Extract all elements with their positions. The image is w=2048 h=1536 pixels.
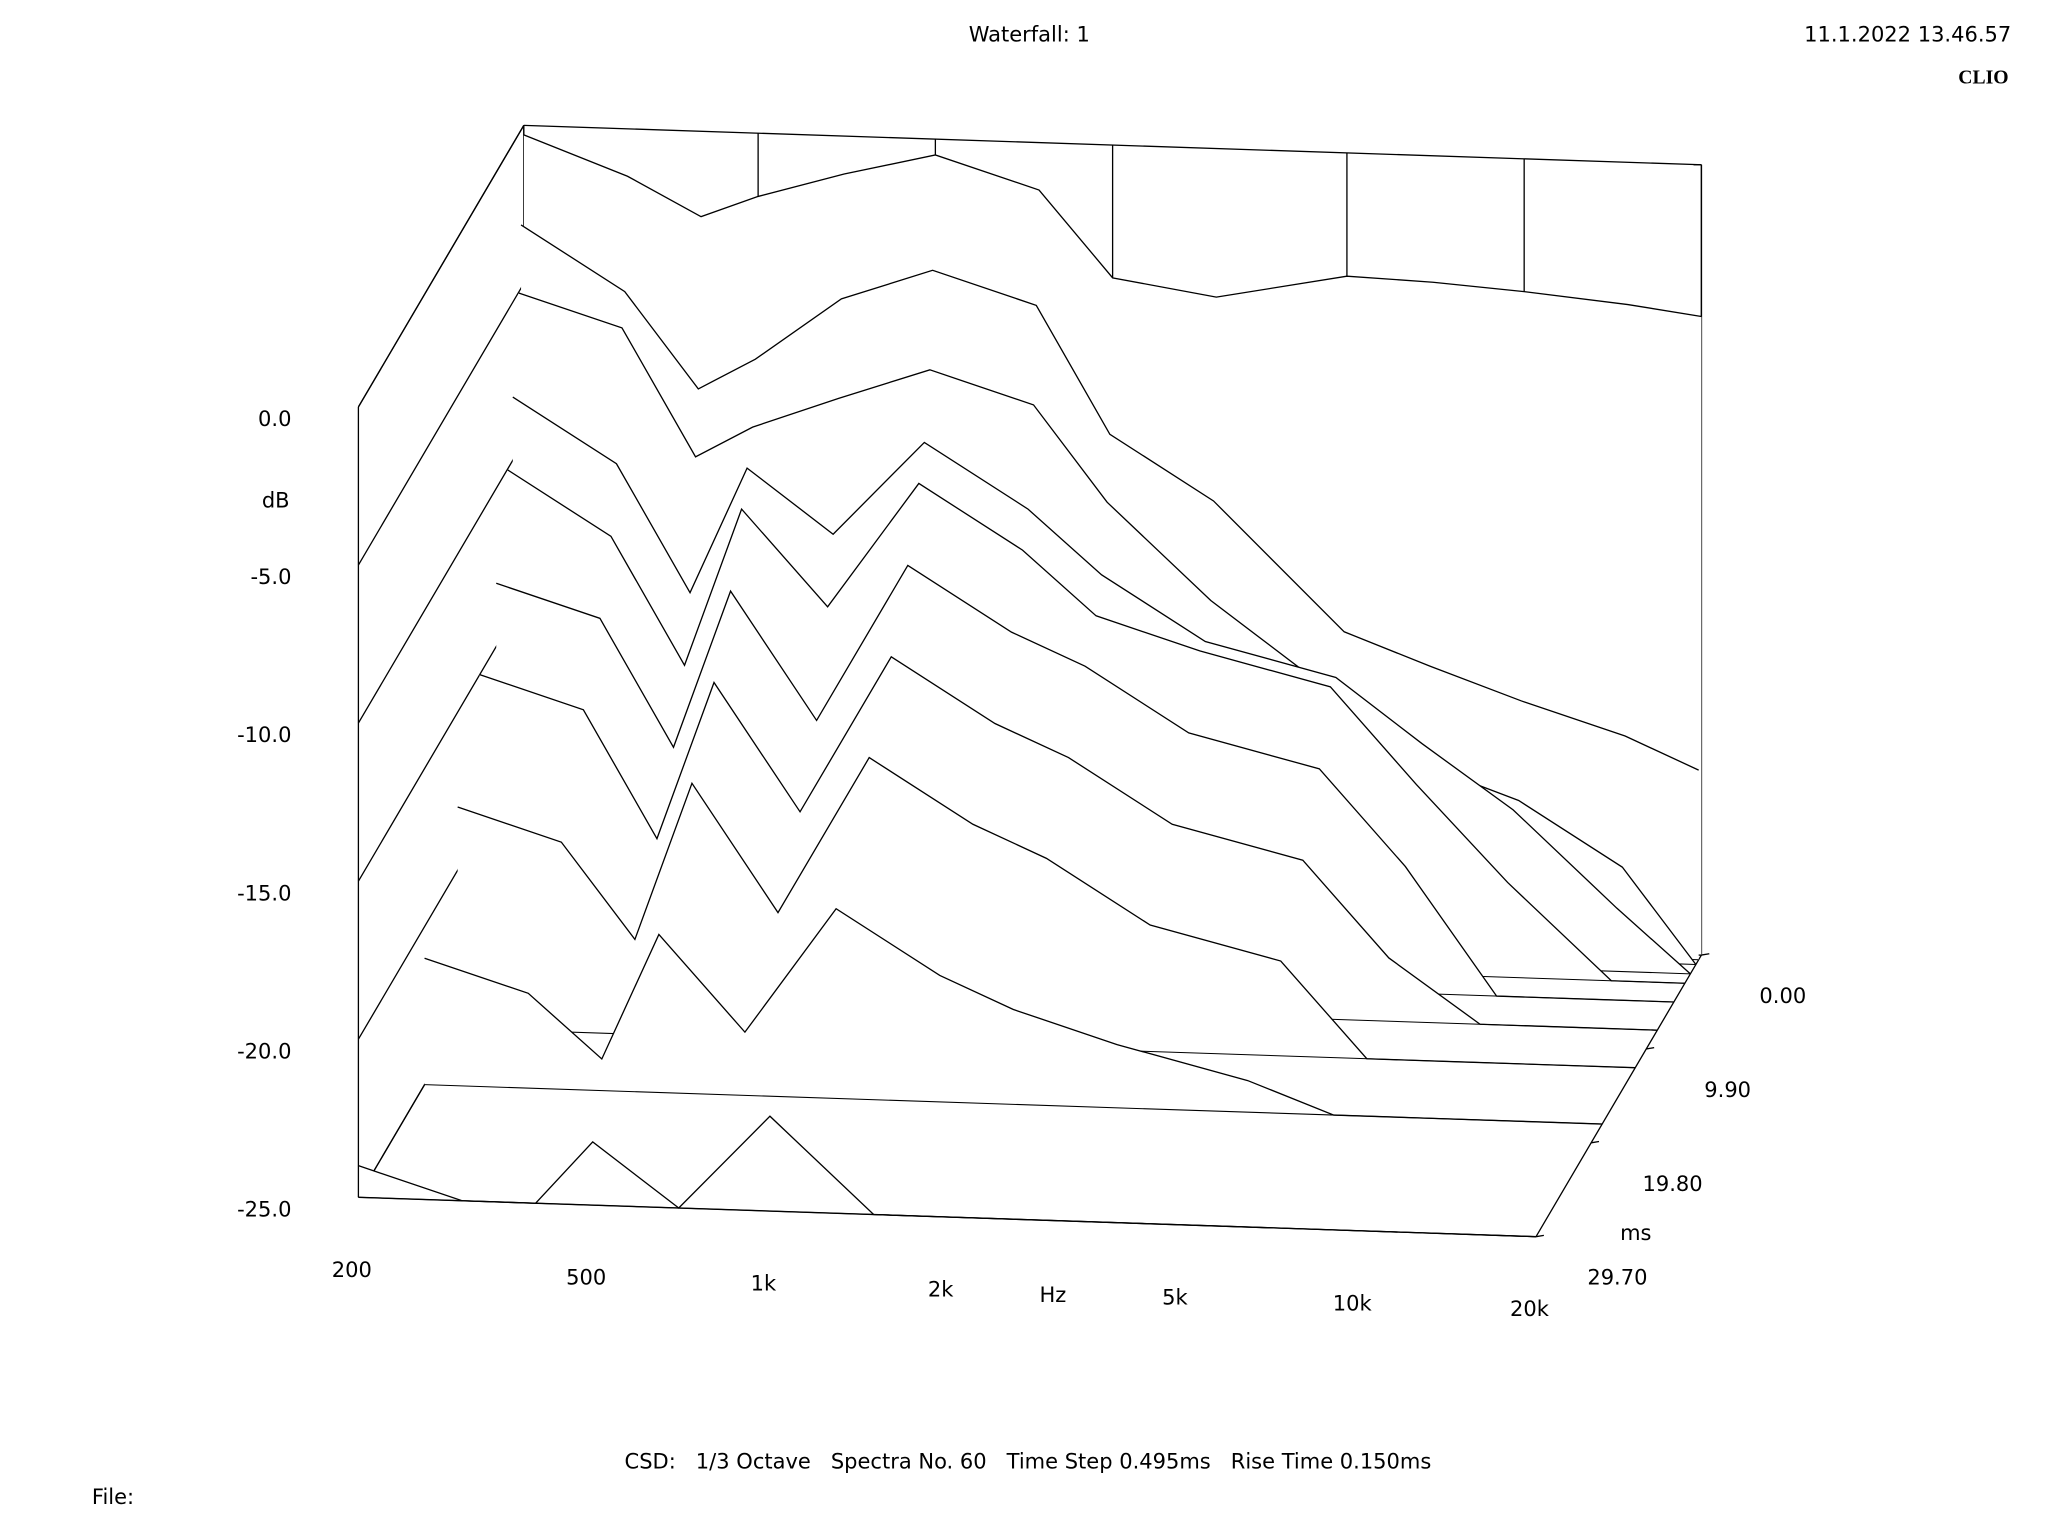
z-tick-label: 0.00 [1759,984,1806,1008]
x-tick-label: 20k [1510,1297,1550,1321]
spectrum-line [523,134,1702,318]
chart-title: Waterfall: 1 [969,22,1090,46]
grid-line [357,125,525,408]
z-axis-label: ms [1620,1221,1651,1245]
y-tick-label: -5.0 [250,565,291,589]
tick-mark [1591,1140,1600,1144]
spectrum-fill [424,908,1603,1125]
y-tick-label: -20.0 [237,1039,291,1063]
timestamp: 11.1.2022 13.46.57 [1804,22,2011,46]
x-tick-label: 200 [332,1258,372,1282]
y-tick-label: -25.0 [237,1197,291,1221]
x-tick-label: 5k [1162,1285,1188,1309]
file-label: File: [92,1485,134,1509]
y-tick-label: -10.0 [237,723,291,747]
tick-mark [1535,1234,1544,1238]
x-tick-label: 1k [751,1272,777,1296]
spectrum-line [479,655,1658,1031]
z-tick-label: 29.70 [1587,1266,1647,1290]
x-tick-label: 500 [566,1266,606,1290]
spectrum-line [496,564,1674,1003]
grid-line [357,283,525,566]
y-axis-label: dB [262,488,290,512]
tick-mark [1646,1046,1655,1050]
y-tick-label: -15.0 [237,881,291,905]
spectrum-line [358,1115,1537,1238]
grid-line [357,441,525,724]
spectrum-line [520,224,1699,771]
axis-edge [358,1196,1537,1238]
y-tick-label: 0.0 [258,407,291,431]
spectrum-fill [358,1116,1536,1237]
z-tick-label: 9.90 [1704,1078,1751,1102]
spectrum-fill [457,757,1636,1068]
z-tick-label: 19.80 [1642,1172,1702,1196]
tick-mark [1701,953,1710,956]
spectrum-line [512,396,1691,975]
x-tick-label: 10k [1333,1291,1373,1315]
spectrum-line [518,292,1697,965]
spectrum-baseline [424,1084,1603,1125]
spectrum-line [506,469,1685,984]
x-axis-label: Hz [1039,1283,1066,1307]
footer: CSD: 1/3 Octave Spectra No. 60 Time Step… [625,1449,1432,1473]
brand: CLIO [1958,66,2008,88]
x-tick-label: 2k [928,1278,954,1302]
